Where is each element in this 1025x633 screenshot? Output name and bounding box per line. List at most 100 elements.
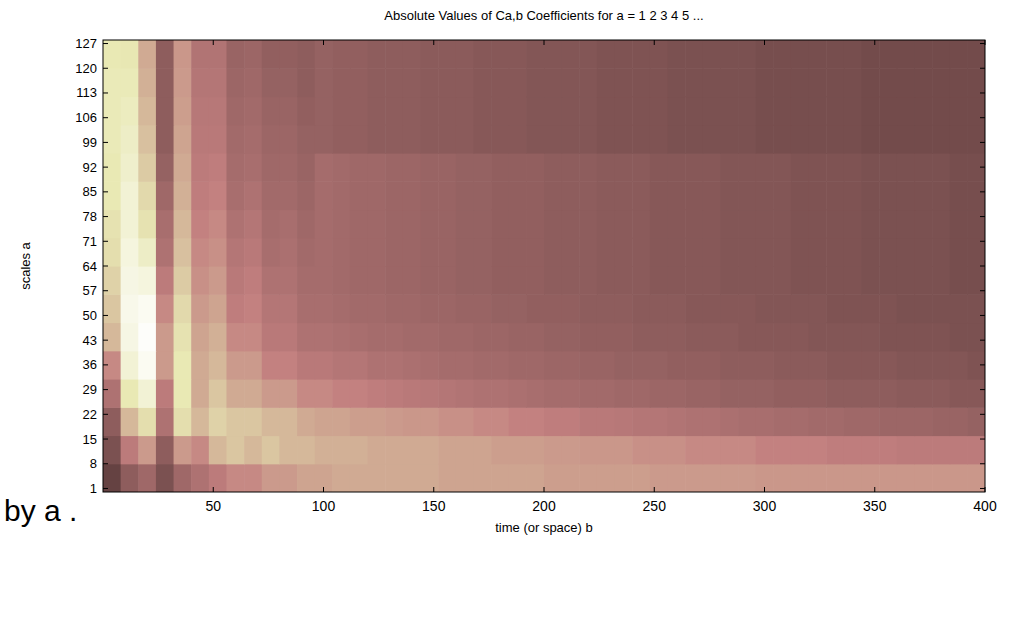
cell <box>844 407 862 436</box>
cell <box>597 379 615 408</box>
cell <box>650 436 668 465</box>
cell <box>350 351 368 380</box>
cell <box>685 125 703 154</box>
x-tick-label: 200 <box>532 498 556 514</box>
cell <box>738 210 756 239</box>
cell <box>332 294 350 323</box>
y-tick <box>980 117 985 118</box>
cell <box>914 294 932 323</box>
x-tick-label: 150 <box>422 498 446 514</box>
cell <box>209 294 227 323</box>
cell <box>421 436 439 465</box>
cell <box>456 125 474 154</box>
cell <box>791 436 809 465</box>
cell <box>844 153 862 182</box>
cell <box>262 153 280 182</box>
cell <box>879 323 897 352</box>
cell <box>615 97 633 126</box>
cell <box>667 153 685 182</box>
cell <box>544 68 562 97</box>
cell <box>579 436 597 465</box>
cell <box>967 351 985 380</box>
cell <box>720 125 738 154</box>
cell <box>456 323 474 352</box>
cell <box>174 379 192 408</box>
cell <box>650 97 668 126</box>
cell <box>156 323 174 352</box>
cell <box>914 238 932 267</box>
cell <box>297 294 315 323</box>
cell <box>103 464 121 492</box>
cell <box>897 68 915 97</box>
cell <box>385 351 403 380</box>
cell <box>562 181 580 210</box>
cell <box>403 97 421 126</box>
cell <box>720 97 738 126</box>
cell <box>967 153 985 182</box>
cell <box>174 407 192 436</box>
cell <box>667 294 685 323</box>
cell <box>597 153 615 182</box>
cell <box>756 125 774 154</box>
chart: 1815222936435057647178859299106113120127… <box>0 0 1025 633</box>
cell <box>456 294 474 323</box>
cell <box>156 40 174 69</box>
cell <box>897 379 915 408</box>
cell <box>615 40 633 69</box>
cell <box>491 323 509 352</box>
cell <box>403 153 421 182</box>
y-tick <box>980 340 985 341</box>
cell <box>615 294 633 323</box>
cell <box>315 407 333 436</box>
cell <box>897 266 915 295</box>
cell <box>244 40 262 69</box>
cell <box>368 40 386 69</box>
cell <box>879 464 897 492</box>
cell <box>226 266 244 295</box>
cell <box>809 210 827 239</box>
cell <box>791 125 809 154</box>
cell <box>773 464 791 492</box>
y-tick-label: 57 <box>83 283 97 298</box>
cell <box>844 97 862 126</box>
cell <box>103 210 121 239</box>
cell <box>667 238 685 267</box>
cell <box>650 68 668 97</box>
cell <box>844 40 862 69</box>
cell <box>650 153 668 182</box>
cell <box>526 97 544 126</box>
cell <box>703 125 721 154</box>
cell <box>297 266 315 295</box>
cell <box>473 294 491 323</box>
cell <box>456 266 474 295</box>
cell <box>615 210 633 239</box>
cell <box>950 97 968 126</box>
cell <box>967 266 985 295</box>
cell <box>138 379 156 408</box>
cell <box>350 266 368 295</box>
cell <box>667 323 685 352</box>
y-tick <box>103 414 108 415</box>
cell <box>914 181 932 210</box>
cell <box>174 125 192 154</box>
cell <box>950 238 968 267</box>
cell <box>332 40 350 69</box>
cell <box>826 266 844 295</box>
cell <box>509 407 527 436</box>
cell <box>385 181 403 210</box>
cell <box>897 210 915 239</box>
cell <box>244 436 262 465</box>
cell <box>456 436 474 465</box>
cell <box>950 379 968 408</box>
cell <box>738 323 756 352</box>
cell <box>756 407 774 436</box>
cell <box>967 40 985 69</box>
cell <box>509 125 527 154</box>
cell <box>297 210 315 239</box>
cell <box>826 294 844 323</box>
cell <box>844 181 862 210</box>
cell <box>526 323 544 352</box>
frame <box>103 40 985 492</box>
cell <box>438 323 456 352</box>
cell <box>597 181 615 210</box>
